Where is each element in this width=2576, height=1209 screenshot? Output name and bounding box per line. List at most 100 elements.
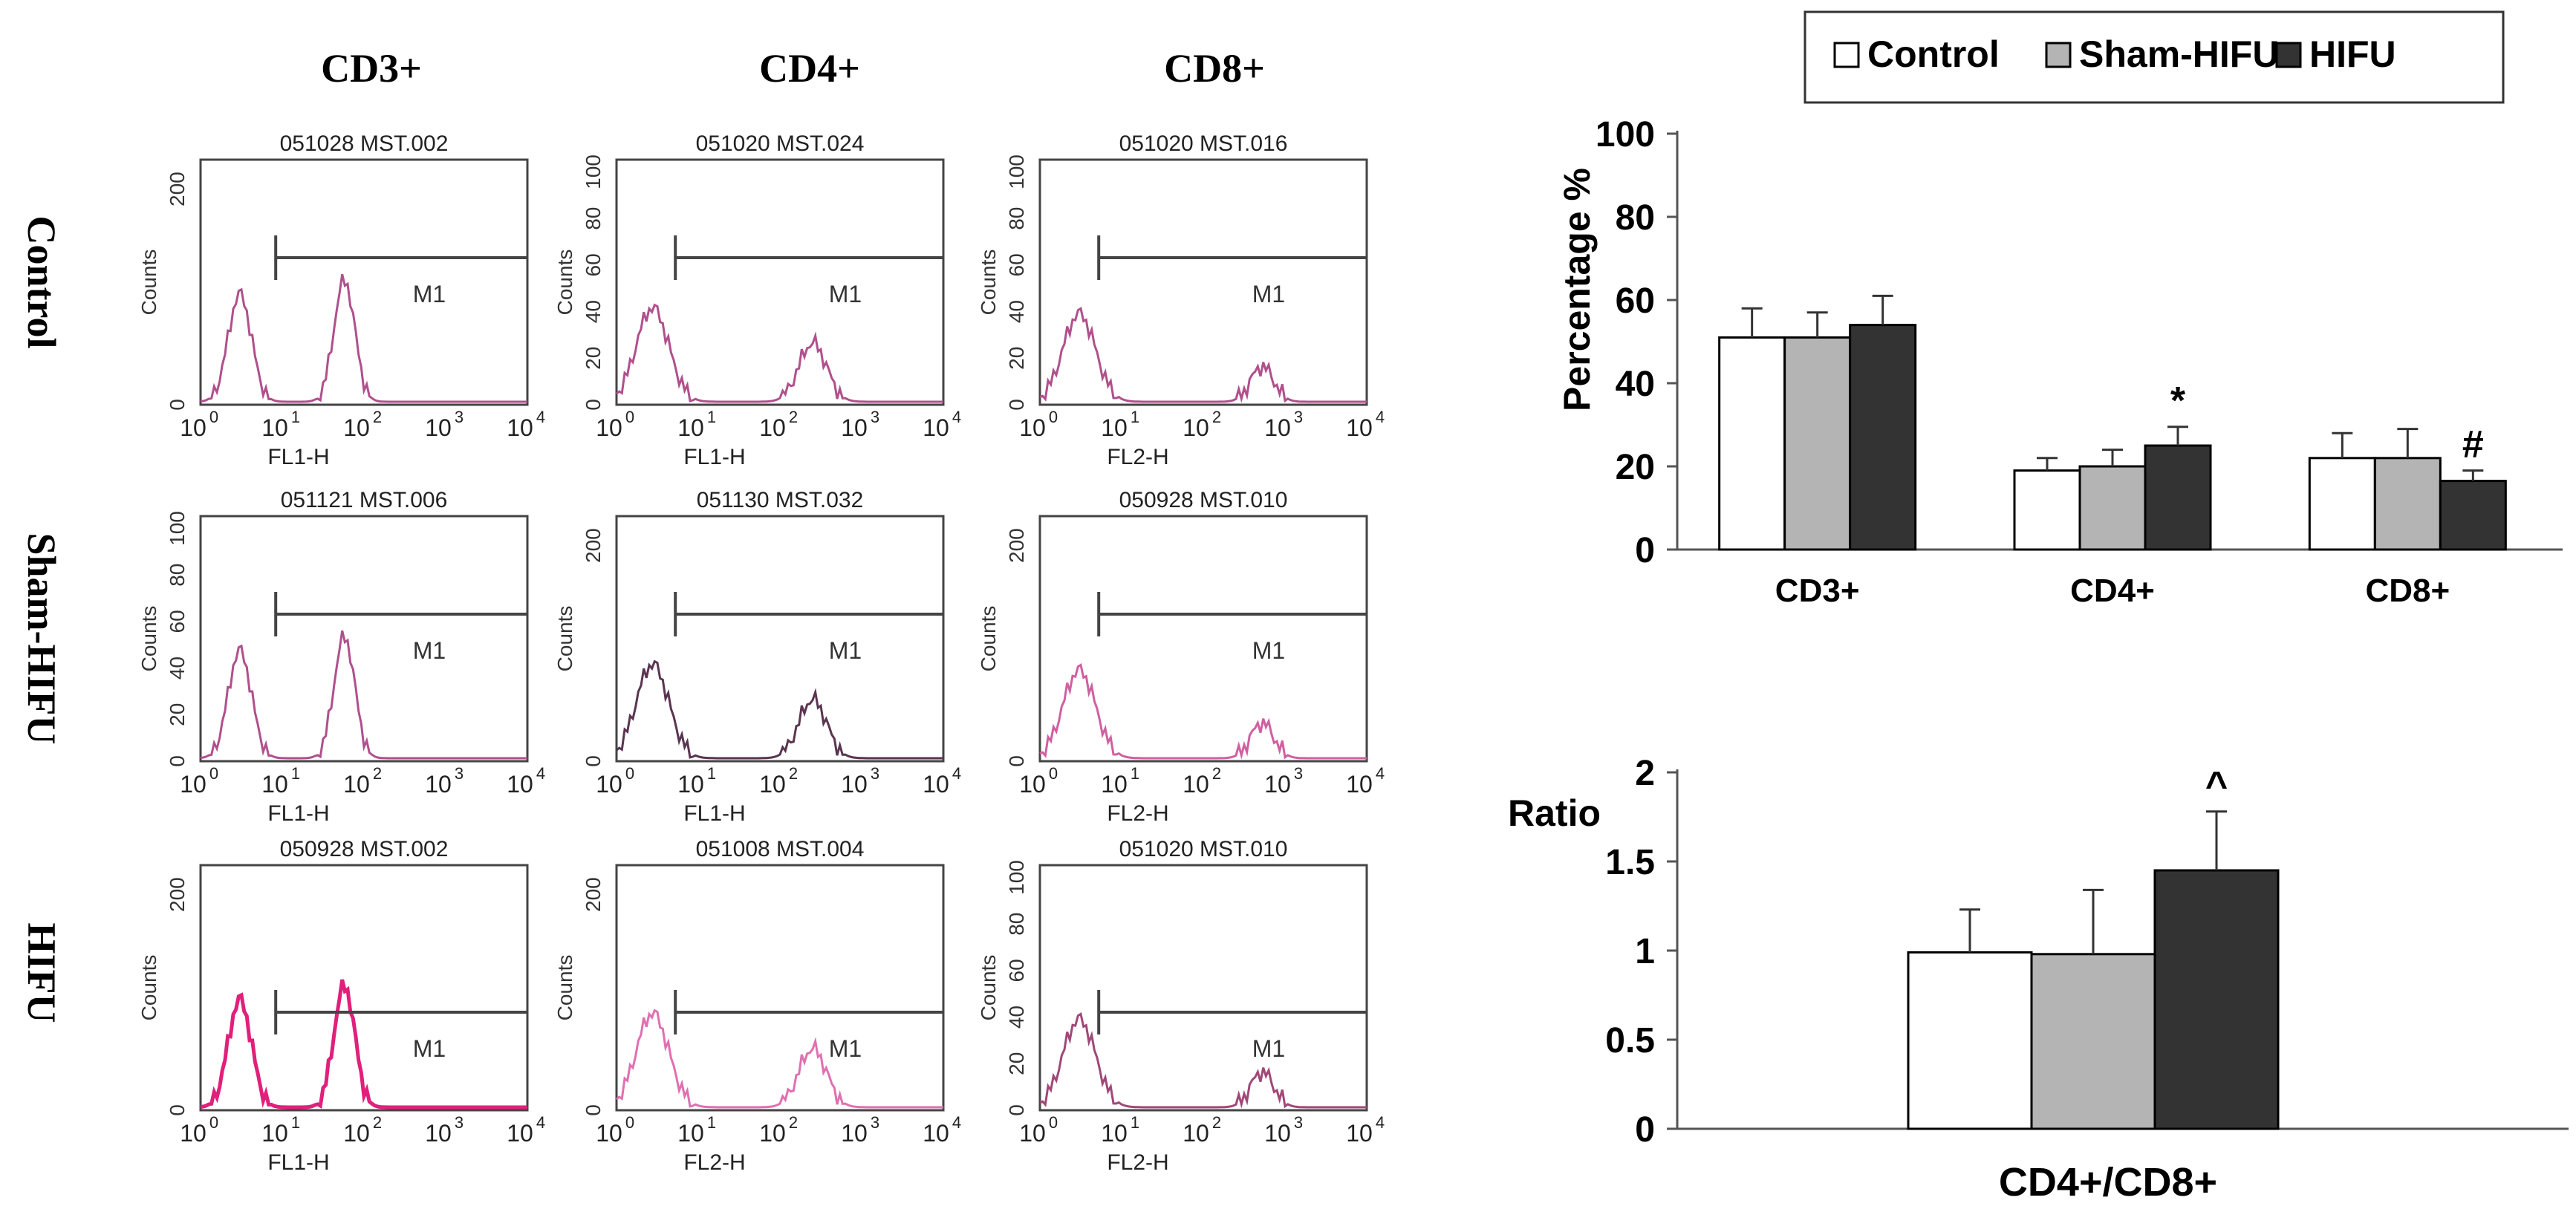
histogram-xtick-exponent: 2 (789, 1113, 798, 1132)
histogram-xtick-base: 10 (507, 1120, 533, 1147)
x-tick-label-0: CD3+ (1775, 573, 1860, 609)
histogram-frame (615, 515, 945, 763)
gate-label: M1 (1252, 281, 1285, 307)
histogram-frame (199, 515, 529, 763)
histogram-xtick-base: 10 (1101, 414, 1128, 441)
histogram-ytick: 60 (582, 253, 605, 276)
histogram-xtick-base: 10 (596, 414, 622, 441)
histogram-xlabel: FL1-H (267, 445, 329, 469)
bar-sham-hifu-0 (1783, 336, 1852, 551)
y-tick-label: 100 (1596, 115, 1655, 154)
histogram-ylabel: Counts (977, 955, 1000, 1021)
histogram-ytick: 200 (1005, 528, 1028, 563)
histogram-xtick-exponent: 4 (1376, 1113, 1385, 1132)
histogram-ytick: 200 (166, 877, 189, 912)
column-header-0: CD3+ (321, 46, 422, 91)
histogram-xtick-base: 10 (180, 771, 206, 798)
histogram-xtick-exponent: 1 (291, 764, 300, 783)
bar-hifu-0 (2153, 869, 2280, 1130)
histogram-curve (1039, 1012, 1367, 1109)
legend-swatch-0 (1833, 42, 1860, 68)
histogram-ytick: 0 (1005, 1104, 1028, 1116)
histogram-frame (199, 864, 529, 1112)
y-tick-label: 80 (1616, 198, 1655, 238)
gate-label: M1 (413, 281, 446, 307)
histogram-xtick-base: 10 (923, 771, 949, 798)
bar-control-1 (2013, 469, 2081, 551)
y-tick-label: 1.5 (1605, 843, 1655, 882)
row-label-2: HIFU (19, 923, 64, 1023)
gate-label: M1 (829, 281, 862, 307)
histogram-xtick-base: 10 (1183, 414, 1209, 441)
row-label-0: Control (19, 215, 64, 348)
x-tick-label-1: CD4+ (2070, 573, 2155, 609)
histogram-sample-id: 051020 MST.024 (696, 131, 865, 156)
row-label-1: Sham-HIFU (19, 532, 64, 744)
histogram-ytick: 20 (1005, 1052, 1028, 1075)
histogram-xlabel: FL1-H (683, 445, 745, 469)
legend: Control Sham-HIFU HIFU (1803, 10, 2505, 104)
histogram-xtick-exponent: 0 (1049, 764, 1058, 783)
y-tick-label: 2 (1635, 754, 1655, 793)
histogram-xtick-exponent: 3 (871, 408, 879, 426)
histogram-xtick-exponent: 1 (707, 1113, 716, 1132)
histogram-xlabel: FL2-H (1107, 801, 1168, 826)
histogram-xtick-base: 10 (596, 1120, 622, 1147)
significance-marker: * (2170, 379, 2186, 423)
histogram-ytick: 60 (1005, 253, 1028, 276)
percentage-bar-chart: 0 20 40 60 80 100 Percentage % CD3+ * CD4+ # CD8+ (1556, 115, 2563, 609)
histogram-xtick-base: 10 (343, 1120, 370, 1147)
histogram-xtick-base: 10 (343, 771, 370, 798)
histogram-xtick-exponent: 4 (536, 764, 545, 783)
histogram-ytick: 80 (582, 207, 605, 230)
histogram-sample-id: 051028 MST.002 (280, 131, 449, 156)
histogram-xlabel: FL2-H (1107, 445, 1168, 469)
histogram-ylabel: Counts (137, 606, 160, 672)
histogram-ytick: 200 (582, 877, 605, 912)
bar-sham-hifu-0 (2030, 953, 2156, 1130)
histogram-ytick: 0 (166, 1104, 189, 1116)
histogram-ylabel: Counts (553, 955, 576, 1021)
histogram-ytick: 0 (582, 1104, 605, 1116)
histogram-ylabel: Counts (137, 250, 160, 316)
histogram-xtick-base: 10 (1101, 771, 1128, 798)
histogram-ytick: 20 (582, 347, 605, 370)
bar-hifu-1 (2144, 444, 2212, 551)
histogram-xlabel: FL1-H (683, 801, 745, 826)
legend-label-0: Control (1867, 33, 2000, 75)
histogram-ytick: 80 (166, 564, 189, 587)
histogram-xtick-base: 10 (759, 414, 786, 441)
histogram-sample-id: 051130 MST.032 (697, 488, 864, 512)
gate-label: M1 (413, 1035, 446, 1062)
histogram-sample-id: 051020 MST.016 (1119, 131, 1288, 156)
histogram-ytick: 200 (166, 172, 189, 206)
histogram-xtick-base: 10 (180, 1120, 206, 1147)
histogram-xtick-exponent: 3 (455, 408, 464, 426)
bar-sham-hifu-1 (2078, 465, 2147, 551)
bar-control-0 (1718, 336, 1786, 551)
histogram-xtick-exponent: 1 (707, 408, 716, 426)
x-tick-label-2: CD8+ (2365, 573, 2450, 609)
histogram-ytick: 0 (582, 399, 605, 411)
histogram-xtick-exponent: 2 (373, 764, 382, 783)
histogram-curve (1039, 307, 1367, 403)
histogram-xlabel: FL1-H (267, 801, 329, 826)
histogram-xtick-exponent: 2 (789, 408, 798, 426)
histogram-xtick-exponent: 1 (291, 1113, 300, 1132)
histogram-xtick-base: 10 (923, 1120, 949, 1147)
x-axis-label: CD4+/CD8+ (1999, 1160, 2217, 1205)
histogram-frame (615, 864, 945, 1112)
histogram-xtick-base: 10 (343, 414, 370, 441)
histogram-xtick-exponent: 1 (707, 764, 716, 783)
histogram-ylabel: Counts (553, 606, 576, 672)
histogram-xtick-base: 10 (841, 771, 868, 798)
histogram-xtick-base: 10 (261, 771, 288, 798)
histogram-xtick-exponent: 2 (373, 1113, 382, 1132)
y-axis-label: Percentage % (1556, 168, 1598, 411)
y-tick-label: 1 (1635, 932, 1655, 971)
histogram-xtick-exponent: 3 (871, 764, 879, 783)
